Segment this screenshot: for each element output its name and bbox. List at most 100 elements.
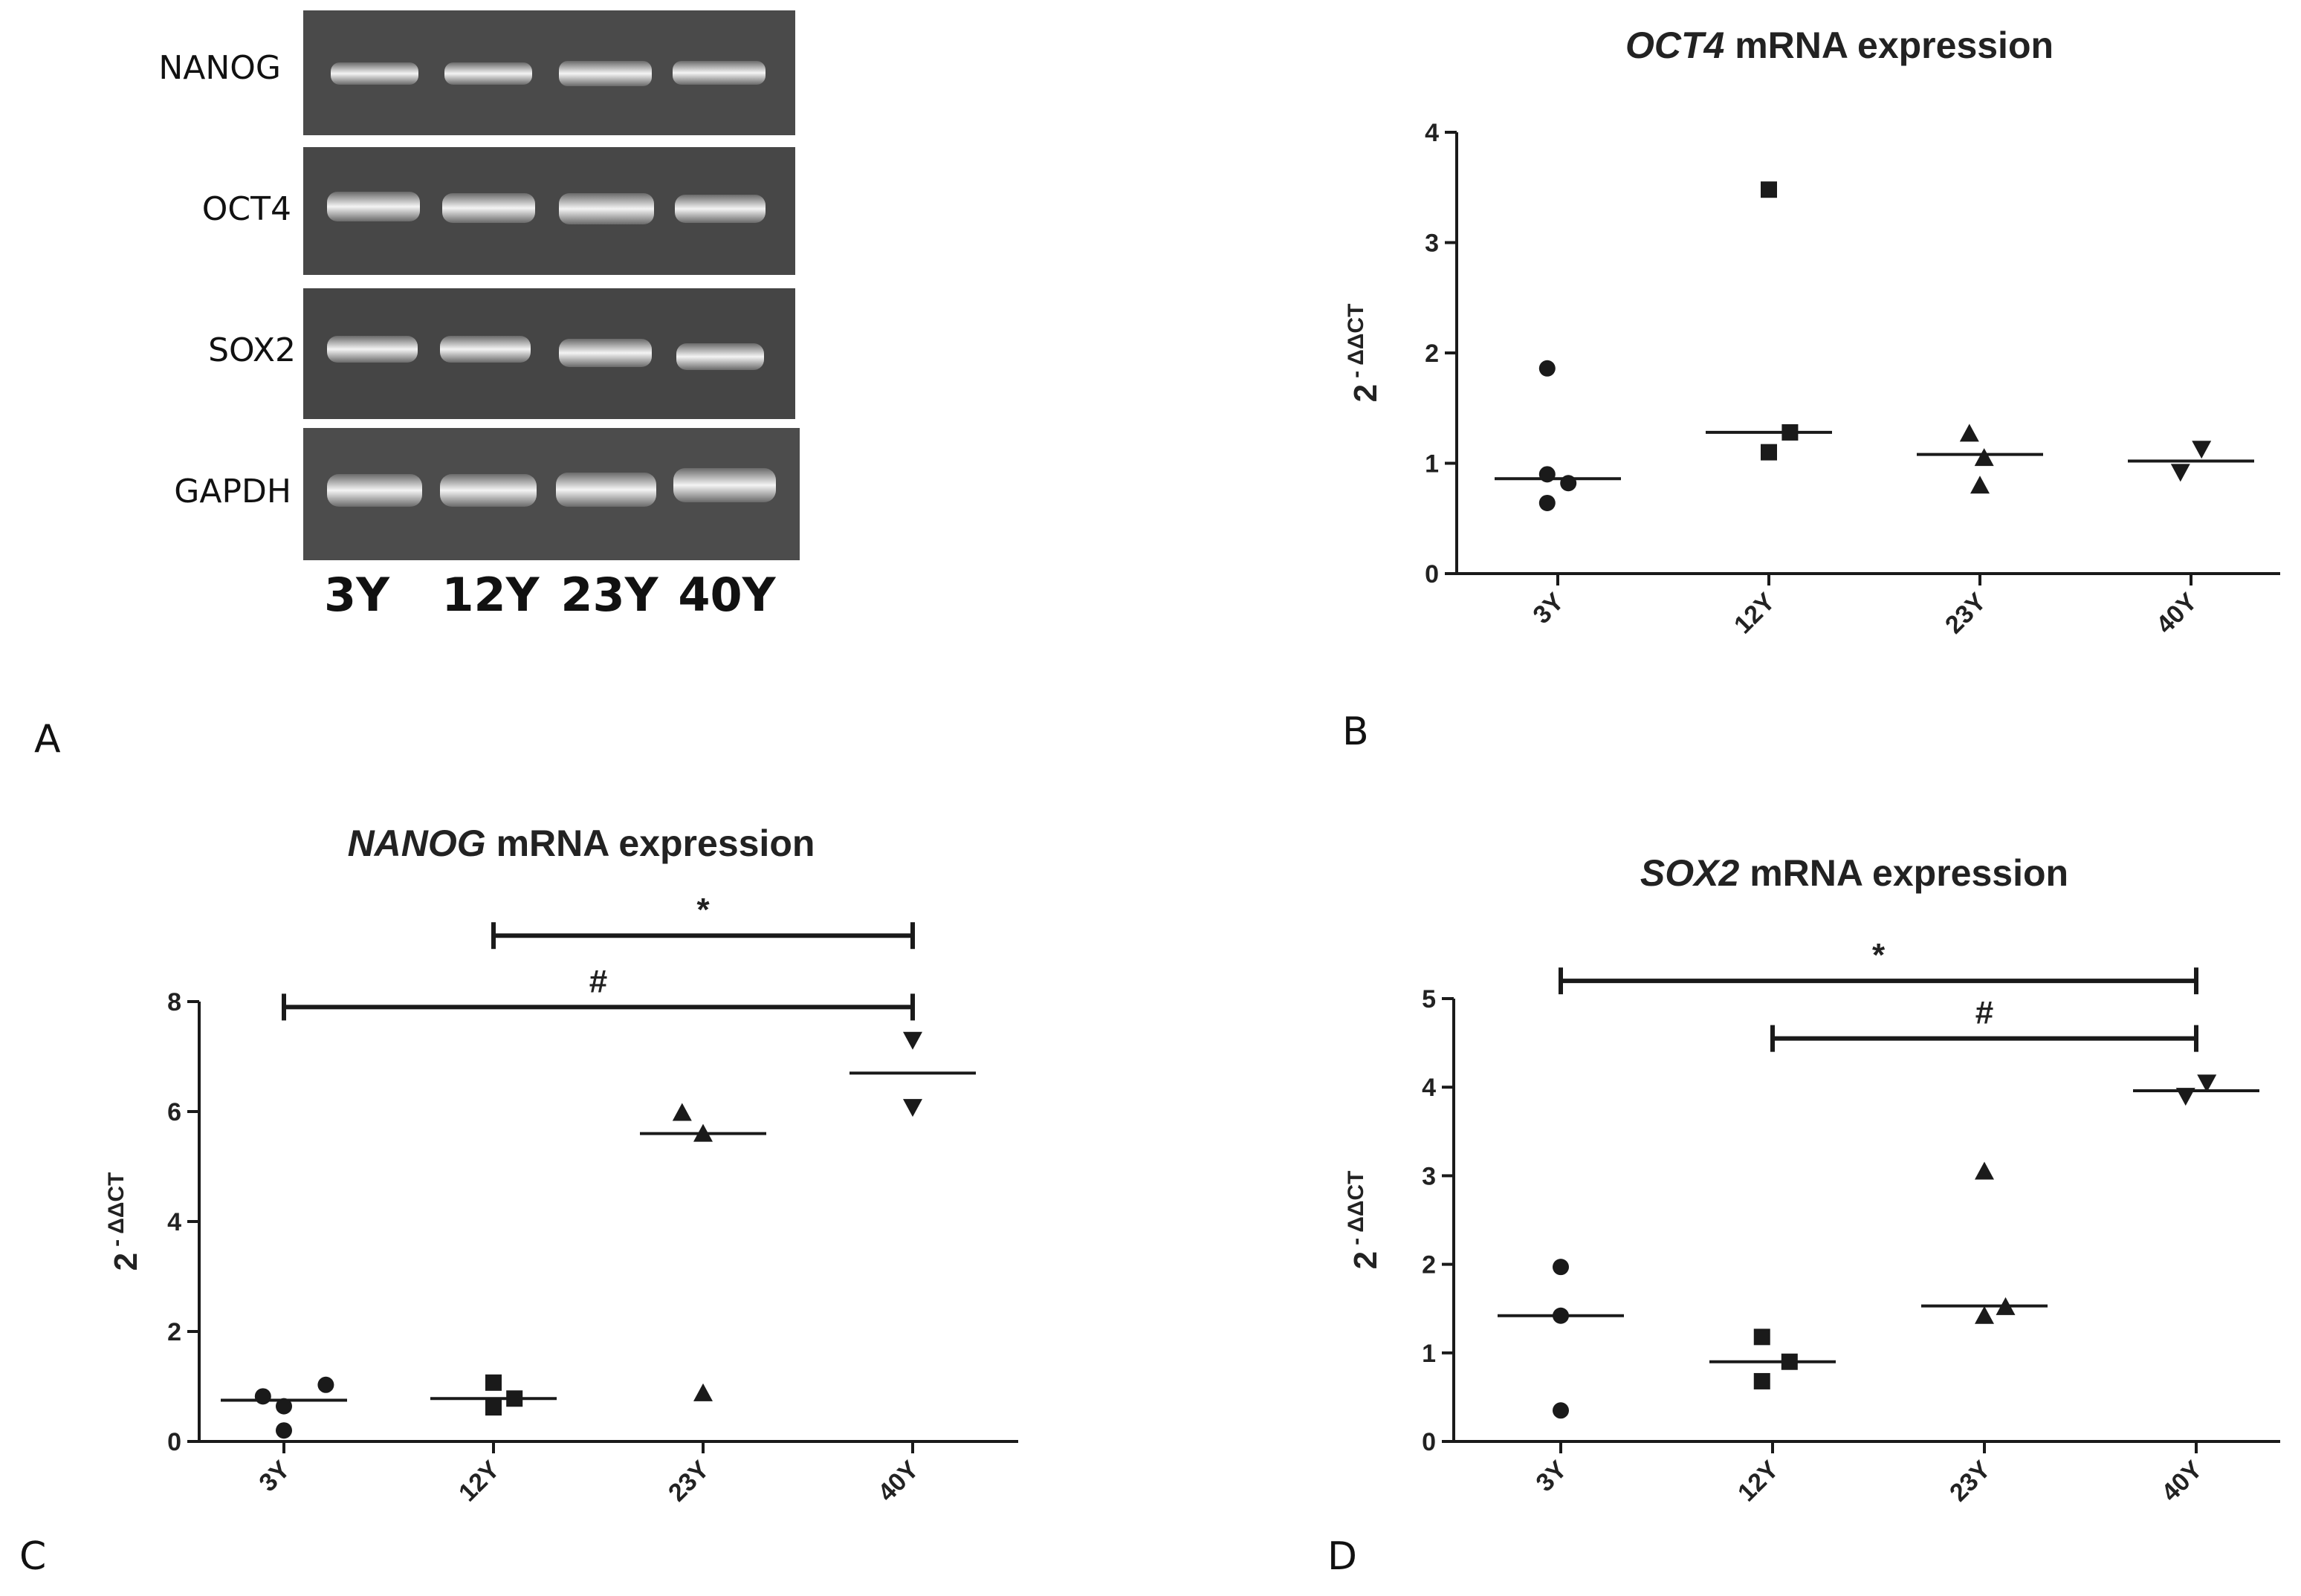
- y-axis-label-exponent: - ΔΔCT: [1344, 304, 1368, 378]
- data-point-12y: [485, 1374, 502, 1391]
- data-point-40y: [2175, 1088, 2195, 1106]
- chart-title-gene: OCT4: [1625, 25, 1724, 66]
- gel-band-nanog-12y: [444, 62, 532, 85]
- gel-band-oct4-40y: [675, 195, 766, 223]
- data-point-3y: [276, 1422, 292, 1439]
- y-tick-label: 2: [167, 1318, 181, 1346]
- x-tick-label: 23Y: [1944, 1456, 1996, 1508]
- x-tick-label: 3Y: [1530, 1456, 1573, 1498]
- y-tick-label: 3: [1422, 1162, 1436, 1190]
- x-tick-label: 12Y: [453, 1456, 505, 1508]
- gel-band-oct4-23y: [559, 193, 654, 224]
- data-point-23y: [1974, 448, 1994, 467]
- y-tick-label: 4: [1422, 1074, 1436, 1102]
- y-axis-label-base: 2: [108, 1253, 144, 1271]
- y-tick-label: 6: [167, 1098, 181, 1126]
- data-point-3y: [317, 1376, 334, 1393]
- y-tick-label: 5: [1422, 985, 1436, 1013]
- gel-band-nanog-40y: [673, 61, 766, 85]
- y-tick-label: 4: [167, 1208, 181, 1236]
- data-point-23y: [672, 1103, 692, 1121]
- x-tick-label: 12Y: [1732, 1456, 1784, 1508]
- chart-title: SOX2 mRNA expression: [1640, 852, 2068, 894]
- chart-title: OCT4 mRNA expression: [1625, 25, 2054, 66]
- significance-label: #: [1975, 995, 1993, 1031]
- data-point-23y: [1975, 1161, 1994, 1180]
- chart-oct4: OCT4 mRNA expression 0 1 2 3 4 3Y 12Y 23Y 40Y 2 - Δ…: [1344, 25, 2280, 639]
- y-tick-label: 4: [1425, 119, 1439, 147]
- y-axis-label: 2 - ΔΔCT: [104, 1172, 144, 1271]
- chart-title-gene: SOX2: [1640, 852, 1740, 894]
- data-point-40y: [903, 1031, 922, 1050]
- y-tick-label: 1: [1422, 1340, 1436, 1368]
- panel-letter-b: B: [1342, 710, 1369, 754]
- y-axis-label-base: 2: [1347, 384, 1384, 402]
- gel-row-label-gapdh: GAPDH: [174, 473, 291, 510]
- y-tick-label: 3: [1425, 230, 1439, 258]
- panel-letter-a: A: [34, 717, 61, 762]
- data-point-40y: [2192, 441, 2212, 459]
- gel-band-gapdh-40y: [673, 468, 776, 502]
- data-point-23y: [1975, 1305, 1994, 1324]
- gel-band-oct4-12y: [442, 193, 535, 223]
- gel-band-gapdh-3y: [327, 474, 422, 507]
- chart-title-text: mRNA expression: [1724, 25, 2054, 66]
- x-tick-label: 40Y: [2156, 1456, 2208, 1508]
- data-point-3y: [276, 1398, 292, 1415]
- data-point-40y: [2197, 1074, 2217, 1093]
- chart-title-gene: NANOG: [348, 823, 486, 864]
- gel-row-label-sox2: SOX2: [208, 331, 296, 369]
- panel-a-gel: NANOG OCT4 SOX2 GAPDH 3Y 12Y: [158, 10, 800, 622]
- x-tick-label: 12Y: [1729, 588, 1781, 640]
- gel-band-sox2-40y: [676, 343, 764, 370]
- data-point-23y: [693, 1383, 713, 1401]
- x-tick-label: 23Y: [1940, 588, 1992, 640]
- data-point-3y: [1553, 1402, 1569, 1419]
- x-tick-label: 3Y: [1527, 588, 1570, 630]
- significance-label: #: [589, 963, 607, 999]
- gel-band-sox2-23y: [559, 339, 652, 367]
- y-tick-label: 0: [1422, 1428, 1436, 1456]
- chart-title: NANOG mRNA expression: [348, 823, 815, 864]
- gel-lane-label-23y: 23Y: [560, 568, 658, 622]
- gel-band-nanog-23y: [559, 61, 652, 86]
- gel-row-label-nanog: NANOG: [158, 49, 281, 87]
- gel-band-oct4-3y: [327, 192, 420, 221]
- x-tick-label: 40Y: [2151, 588, 2203, 640]
- x-tick-label: 3Y: [253, 1456, 296, 1498]
- gel-lane-label-12y: 12Y: [441, 568, 540, 622]
- data-point-3y: [254, 1388, 271, 1405]
- data-point-12y: [485, 1399, 502, 1416]
- y-tick-label: 8: [167, 988, 181, 1016]
- y-axis-label-base: 2: [1347, 1251, 1384, 1269]
- significance-label: *: [696, 892, 710, 928]
- panel-letter-c: C: [19, 1534, 46, 1579]
- chart-sox2: SOX2 mRNA expression 0 1 2 3 4 5 3Y 12Y 23Y 40Y 2 - …: [1344, 852, 2280, 1507]
- data-point-12y: [1761, 181, 1777, 198]
- significance-label: *: [1872, 937, 1886, 973]
- gel-row-label-oct4: OCT4: [202, 190, 291, 228]
- y-tick-label: 2: [1422, 1251, 1436, 1279]
- gel-band-sox2-3y: [327, 336, 418, 363]
- gel-band-sox2-12y: [440, 336, 531, 363]
- chart-title-text: mRNA expression: [486, 823, 815, 864]
- y-axis-label-exponent: - ΔΔCT: [104, 1172, 129, 1247]
- y-tick-label: 0: [167, 1428, 181, 1456]
- y-tick-label: 2: [1425, 340, 1439, 368]
- data-point-3y: [1538, 360, 1556, 377]
- data-point-23y: [1970, 476, 1990, 494]
- x-tick-label: 40Y: [873, 1456, 925, 1508]
- data-point-12y: [1753, 1372, 1770, 1389]
- data-point-40y: [2170, 464, 2190, 482]
- data-point-23y: [1959, 424, 1979, 442]
- y-axis-label-exponent: - ΔΔCT: [1344, 1171, 1368, 1245]
- data-point-3y: [1553, 1259, 1569, 1276]
- gel-band-gapdh-23y: [556, 473, 656, 507]
- gel-lane-label-40y: 40Y: [678, 568, 776, 622]
- gel-band-gapdh-12y: [440, 474, 537, 507]
- data-point-12y: [1753, 1329, 1770, 1346]
- y-axis-label: 2 - ΔΔCT: [1344, 304, 1384, 403]
- data-point-12y: [1761, 444, 1777, 461]
- gel-lane-label-3y: 3Y: [324, 568, 390, 622]
